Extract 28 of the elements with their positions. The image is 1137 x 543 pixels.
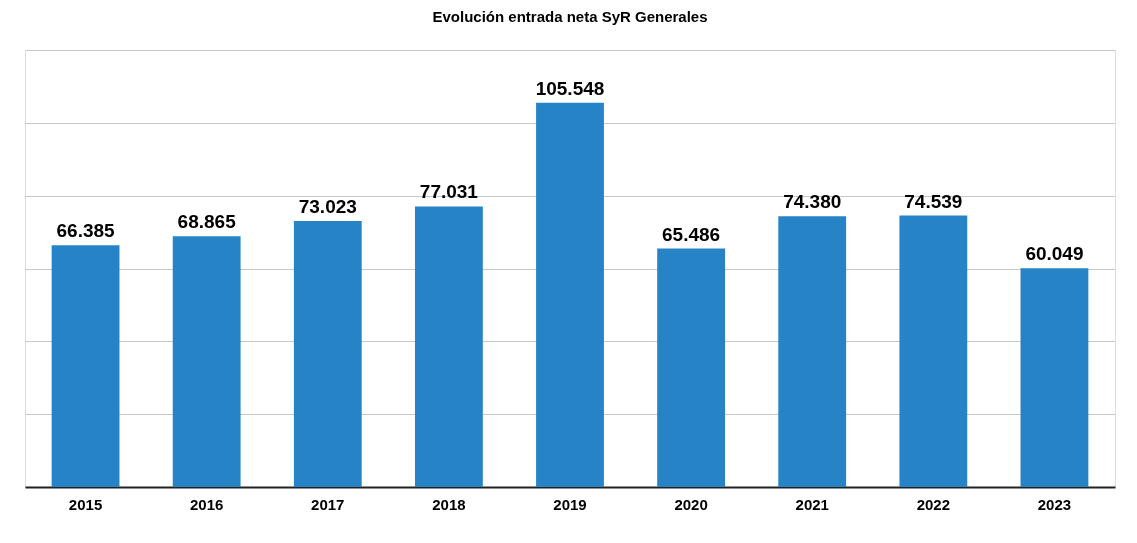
chart-title: Evolución entrada neta SyR Generales <box>432 8 708 25</box>
bar <box>778 216 847 487</box>
data-label: 60.049 <box>1025 243 1084 265</box>
x-tick-label: 2023 <box>1037 495 1072 513</box>
data-label: 65.486 <box>662 223 721 245</box>
x-tick-label: 2015 <box>68 495 103 513</box>
data-label: 74.539 <box>904 190 963 212</box>
bar <box>657 248 726 487</box>
bar <box>293 221 362 487</box>
bar <box>172 236 241 487</box>
bar <box>51 245 120 487</box>
x-tick-label: 2022 <box>916 495 951 513</box>
x-tick-label: 2017 <box>311 495 345 513</box>
bar <box>1020 268 1089 487</box>
data-label: 68.865 <box>177 211 237 233</box>
data-label: 73.023 <box>298 196 357 218</box>
data-label: 74.380 <box>783 191 842 213</box>
bar <box>899 215 968 487</box>
bar <box>536 102 604 487</box>
data-label: 77.031 <box>419 181 479 203</box>
x-tick-label: 2020 <box>674 495 708 513</box>
x-tick-label: 2018 <box>432 495 466 513</box>
bar <box>414 206 483 487</box>
data-label: 66.385 <box>56 220 116 242</box>
x-tick-label: 2021 <box>795 495 829 513</box>
x-tick-label: 2016 <box>189 495 224 513</box>
data-label: 105.548 <box>535 77 605 99</box>
x-tick-label: 2019 <box>553 495 587 513</box>
